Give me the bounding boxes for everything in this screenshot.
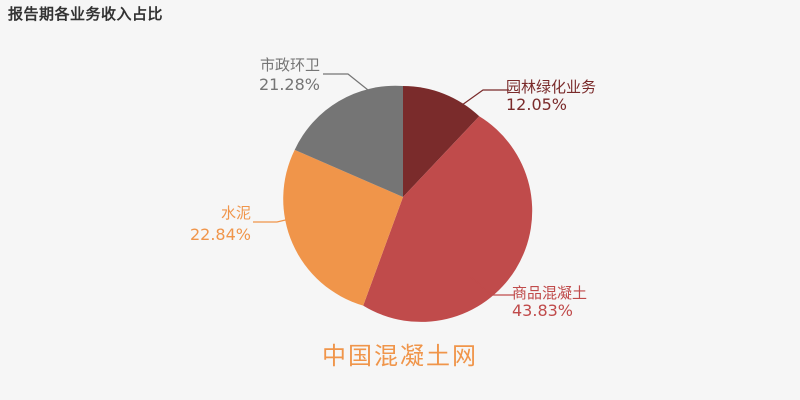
label-cement-percent: 22.84% bbox=[190, 225, 251, 244]
label-municipal-percent: 21.28% bbox=[259, 75, 320, 94]
pie-slice-cement[interactable] bbox=[283, 149, 403, 306]
pie-slices bbox=[283, 85, 533, 322]
leader-line-municipal bbox=[323, 73, 374, 95]
slice-labels: 园林绿化业务 12.05% 商品混凝土 43.83% 水泥 22.84% 市政环… bbox=[190, 56, 596, 320]
leader-line-concrete bbox=[469, 275, 515, 296]
leader-line-landscaping bbox=[461, 89, 509, 106]
label-concrete-name: 商品混凝土 bbox=[512, 284, 587, 302]
leader-lines bbox=[253, 73, 515, 296]
pie-slice-landscaping[interactable] bbox=[403, 85, 480, 197]
page-title: 报告期各业务收入占比 bbox=[8, 5, 164, 23]
leader-line-cement bbox=[253, 217, 295, 223]
label-cement-name: 水泥 bbox=[221, 204, 251, 222]
label-landscaping-percent: 12.05% bbox=[506, 95, 567, 114]
pie-slice-concrete[interactable] bbox=[363, 116, 533, 322]
pie-slice-municipal[interactable] bbox=[294, 85, 403, 197]
label-landscaping-name: 园林绿化业务 bbox=[506, 78, 596, 96]
label-municipal-name: 市政环卫 bbox=[260, 56, 320, 74]
label-concrete-percent: 43.83% bbox=[512, 301, 573, 320]
